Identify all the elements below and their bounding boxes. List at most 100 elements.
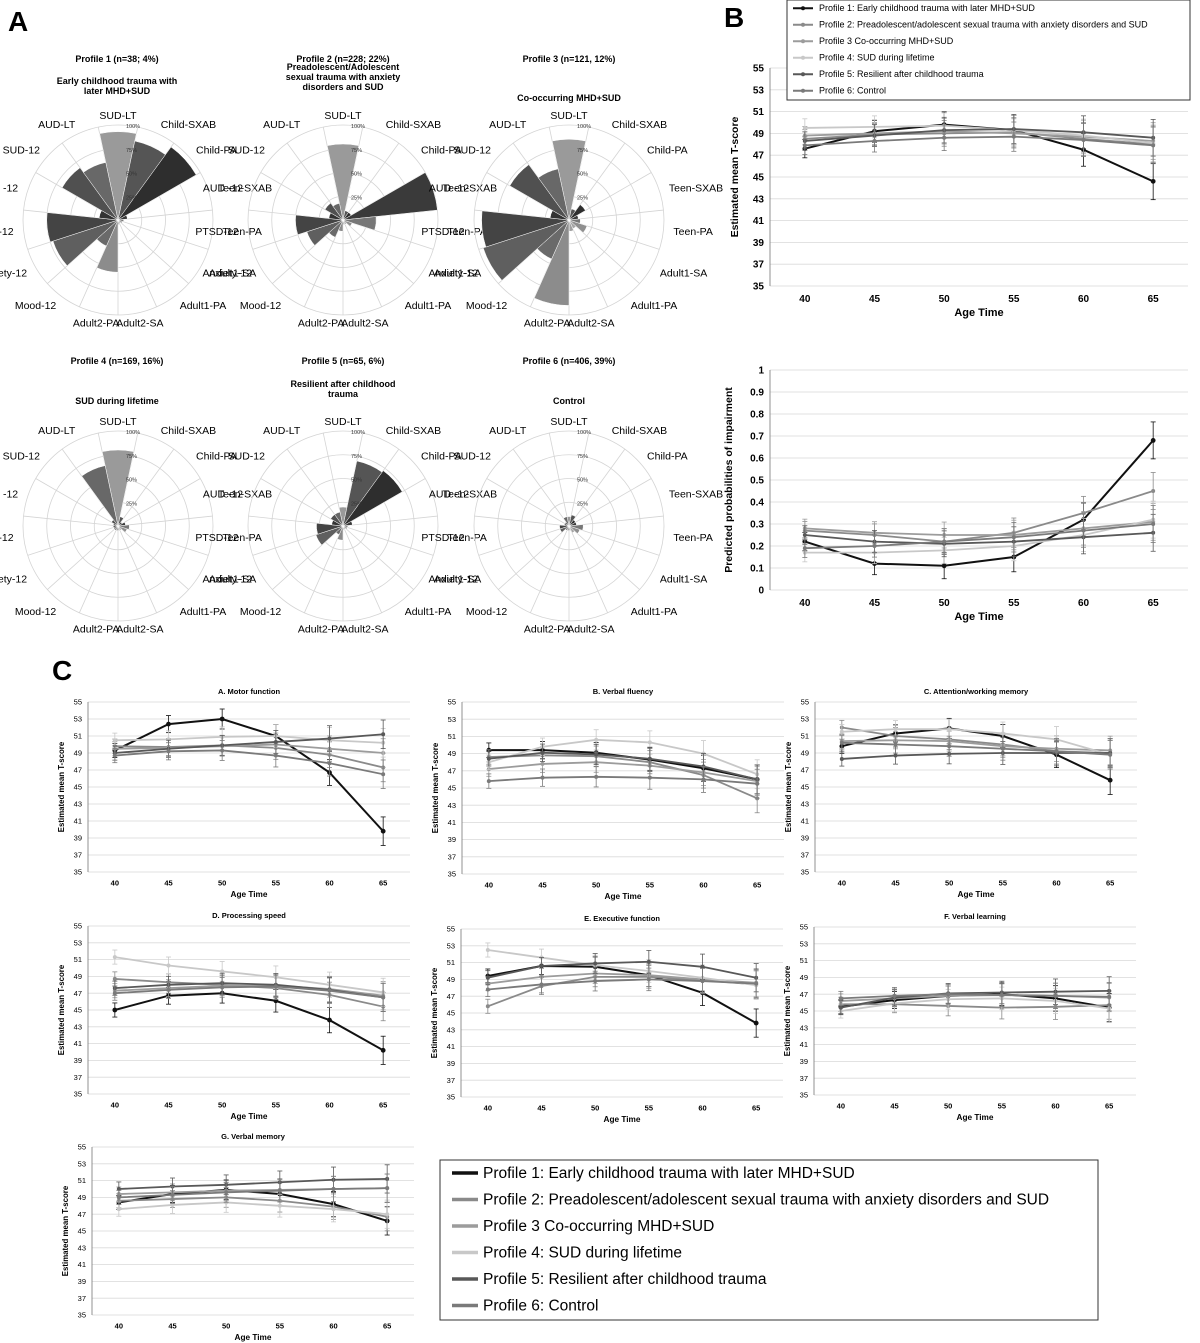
y-tick-label: 43 (800, 1023, 808, 1032)
polar-axis-label: SUD-12 (3, 451, 41, 463)
y-tick-label: 53 (448, 715, 456, 724)
x-tick-label: 60 (1052, 879, 1060, 888)
y-tick-label: 35 (74, 868, 82, 877)
y-tick-label: 37 (74, 1073, 82, 1082)
data-point (1107, 777, 1113, 783)
x-tick-label: 40 (484, 1104, 492, 1113)
data-point (1107, 994, 1112, 999)
data-point (381, 995, 386, 1000)
data-point (385, 1212, 390, 1217)
data-point (646, 977, 651, 982)
y-tick-label: 45 (78, 1227, 86, 1236)
polar-spoke (342, 525, 434, 556)
polar-title-line: trauma (328, 389, 359, 399)
y-tick-label: 55 (74, 922, 82, 931)
y-tick-label: 49 (800, 973, 808, 982)
data-point (941, 563, 947, 569)
series-profile-3 (802, 118, 1156, 160)
polar-chart-profile-5: Profile 5 (n=65, 6%) Resilient after chil… (195, 356, 497, 636)
legend-entry: Profile 3 Co-occurring MHD+SUD (483, 1218, 714, 1235)
polar-axis-label: Anxiety-12 (428, 574, 478, 586)
data-point (485, 987, 490, 992)
polar-ring-label: 50% (351, 478, 362, 484)
series-profile-2 (802, 117, 1156, 164)
polar-ring-label: 75% (351, 148, 362, 154)
data-point (1151, 489, 1156, 493)
series-line (118, 1187, 388, 1199)
polar-spoke (117, 219, 158, 307)
legend-entry: Profile 5: Resilient after childhood tra… (819, 69, 984, 79)
polar-ring-label: 25% (577, 195, 588, 201)
data-point (116, 1195, 121, 1200)
legend-marker (801, 55, 805, 60)
polar-header: Profile 6 (n=406, 39%) (523, 356, 616, 366)
y-tick-label: 45 (800, 1007, 808, 1016)
polar-axis-label: Adult1-PA (180, 300, 227, 312)
polar-axis-label: Teen-PA (447, 226, 487, 238)
data-point (947, 744, 952, 749)
polar-bar-ptsd-12 (46, 212, 119, 243)
x-tick-label: 60 (329, 1322, 337, 1331)
data-point (485, 1004, 490, 1009)
y-tick-label: 0.3 (750, 520, 764, 531)
polar-bar-adult1-sa (342, 219, 353, 227)
x-tick-label: 40 (115, 1322, 123, 1331)
polar-bar-sud-lt (326, 143, 360, 221)
polar-spoke (47, 525, 119, 590)
polar-bar-ptsd-12 (481, 210, 570, 248)
legend-marker (801, 88, 805, 93)
y-tick-label: 55 (448, 698, 456, 707)
polar-axis-label: Teen-PA (673, 226, 713, 238)
chart-title: G. Verbal memory (221, 1132, 286, 1141)
polar-axis-label: Teen-SXAB (669, 183, 723, 195)
polar-title-line: Co-occurring MHD+SUD (517, 93, 621, 103)
data-point (277, 1203, 282, 1208)
x-tick-label: 40 (838, 879, 846, 888)
polar-bar-child-pa (342, 470, 403, 527)
y-tick-label: 39 (753, 238, 765, 249)
y-tick-label: 51 (801, 732, 809, 741)
x-tick-label: 60 (698, 1104, 706, 1113)
series-line (118, 1201, 388, 1216)
legend-entry: Profile 1: Early childhood trauma with l… (819, 3, 1035, 13)
x-tick-label: 65 (1148, 294, 1160, 305)
polar-spoke (568, 219, 609, 307)
y-tick-label: 47 (78, 1210, 86, 1219)
series-profile-4 (116, 1192, 390, 1229)
y-axis-label: Estimated mean T-score (431, 742, 440, 833)
data-point (1011, 535, 1016, 540)
x-tick-label: 45 (891, 879, 899, 888)
polar-spoke (498, 525, 570, 590)
series-line (114, 717, 384, 832)
polar-axis-label: Anxiety-12 (202, 268, 252, 280)
x-tick-label: 50 (591, 1104, 599, 1113)
polar-header: Profile 4 (n=169, 16%) (71, 356, 164, 366)
series-line (114, 984, 384, 997)
polar-spoke (568, 432, 590, 527)
data-point (872, 139, 877, 144)
data-point (839, 756, 844, 761)
data-point (700, 964, 705, 969)
polar-axis-label: Child-PA (647, 145, 688, 157)
legend-entry: Profile 2: Preadolescent/adolescent sexu… (819, 20, 1148, 30)
polar-bar-teen-pa (117, 524, 130, 530)
polar-axis-label: PTSD-12 (0, 226, 14, 238)
polar-ring-label: 25% (351, 195, 362, 201)
y-tick-label: 55 (800, 923, 808, 932)
series-profile-6 (116, 1173, 390, 1205)
y-tick-label: 37 (800, 1074, 808, 1083)
x-tick-label: 55 (645, 1104, 653, 1113)
y-tick-label: 53 (74, 715, 82, 724)
data-point (273, 984, 278, 989)
polar-ring-label: 75% (351, 454, 362, 460)
data-point (802, 533, 807, 537)
polar-spoke (342, 219, 414, 284)
polar-spoke (512, 448, 570, 527)
polar-spoke (117, 525, 209, 556)
x-tick-label: 45 (538, 881, 546, 890)
x-axis-label: Age Time (235, 1333, 272, 1342)
data-point (893, 742, 898, 747)
x-tick-label: 55 (1008, 598, 1020, 609)
series-profile-1 (802, 421, 1156, 580)
polar-title-line: Preadolescent/Adolescent (287, 62, 400, 72)
